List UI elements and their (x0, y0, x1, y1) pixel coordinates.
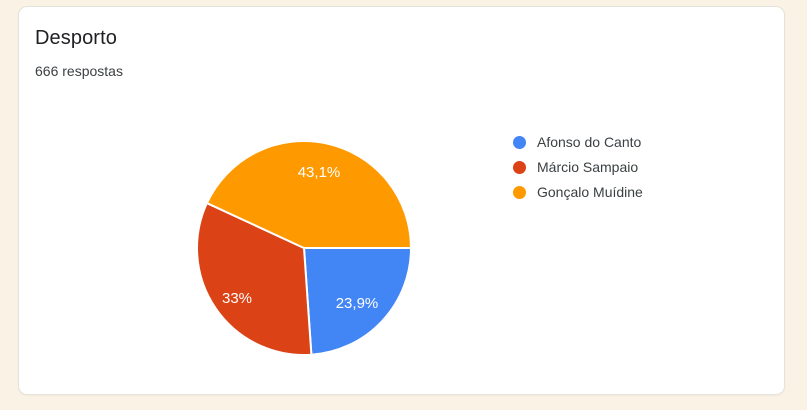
legend-swatch-icon (513, 185, 526, 199)
legend-item-label: Afonso do Canto (537, 134, 642, 150)
page-title: Desporto (35, 27, 117, 49)
pie-slice-label: 33% (222, 290, 252, 307)
legend-item-label: Gonçalo Muídine (537, 184, 643, 200)
legend-item[interactable]: Gonçalo Muídine (513, 181, 753, 203)
legend-item[interactable]: Márcio Sampaio (513, 156, 753, 178)
chart-area: 23,9% 33% 43,1% Afonso do Canto Márcio Samp… (19, 103, 784, 393)
card-header: Desporto 666 respostas (35, 25, 635, 81)
legend-swatch-icon (513, 135, 526, 149)
legend-item[interactable]: Afonso do Canto (513, 131, 753, 153)
chart-card: Desporto 666 respostas 23,9% 33% 43,1% Afo… (18, 6, 785, 395)
legend: Afonso do Canto Márcio Sampaio Gonçalo Muí… (513, 131, 753, 206)
pie-label-group: 23,9% 33% 43,1% (222, 164, 378, 312)
pie-chart-svg: 23,9% 33% 43,1% (196, 140, 412, 356)
pie-chart: 23,9% 33% 43,1% (179, 123, 429, 373)
legend-item-label: Márcio Sampaio (537, 159, 639, 175)
legend-swatch-icon (513, 160, 526, 174)
pie-slice-group (196, 140, 412, 356)
pie-slice[interactable] (196, 202, 313, 356)
pie-slice-label: 43,1% (298, 164, 341, 181)
pie-slice-label: 23,9% (336, 295, 379, 312)
pie-slice[interactable] (205, 140, 412, 249)
pie-slice[interactable] (303, 247, 412, 356)
response-count: 666 respostas (35, 63, 123, 79)
